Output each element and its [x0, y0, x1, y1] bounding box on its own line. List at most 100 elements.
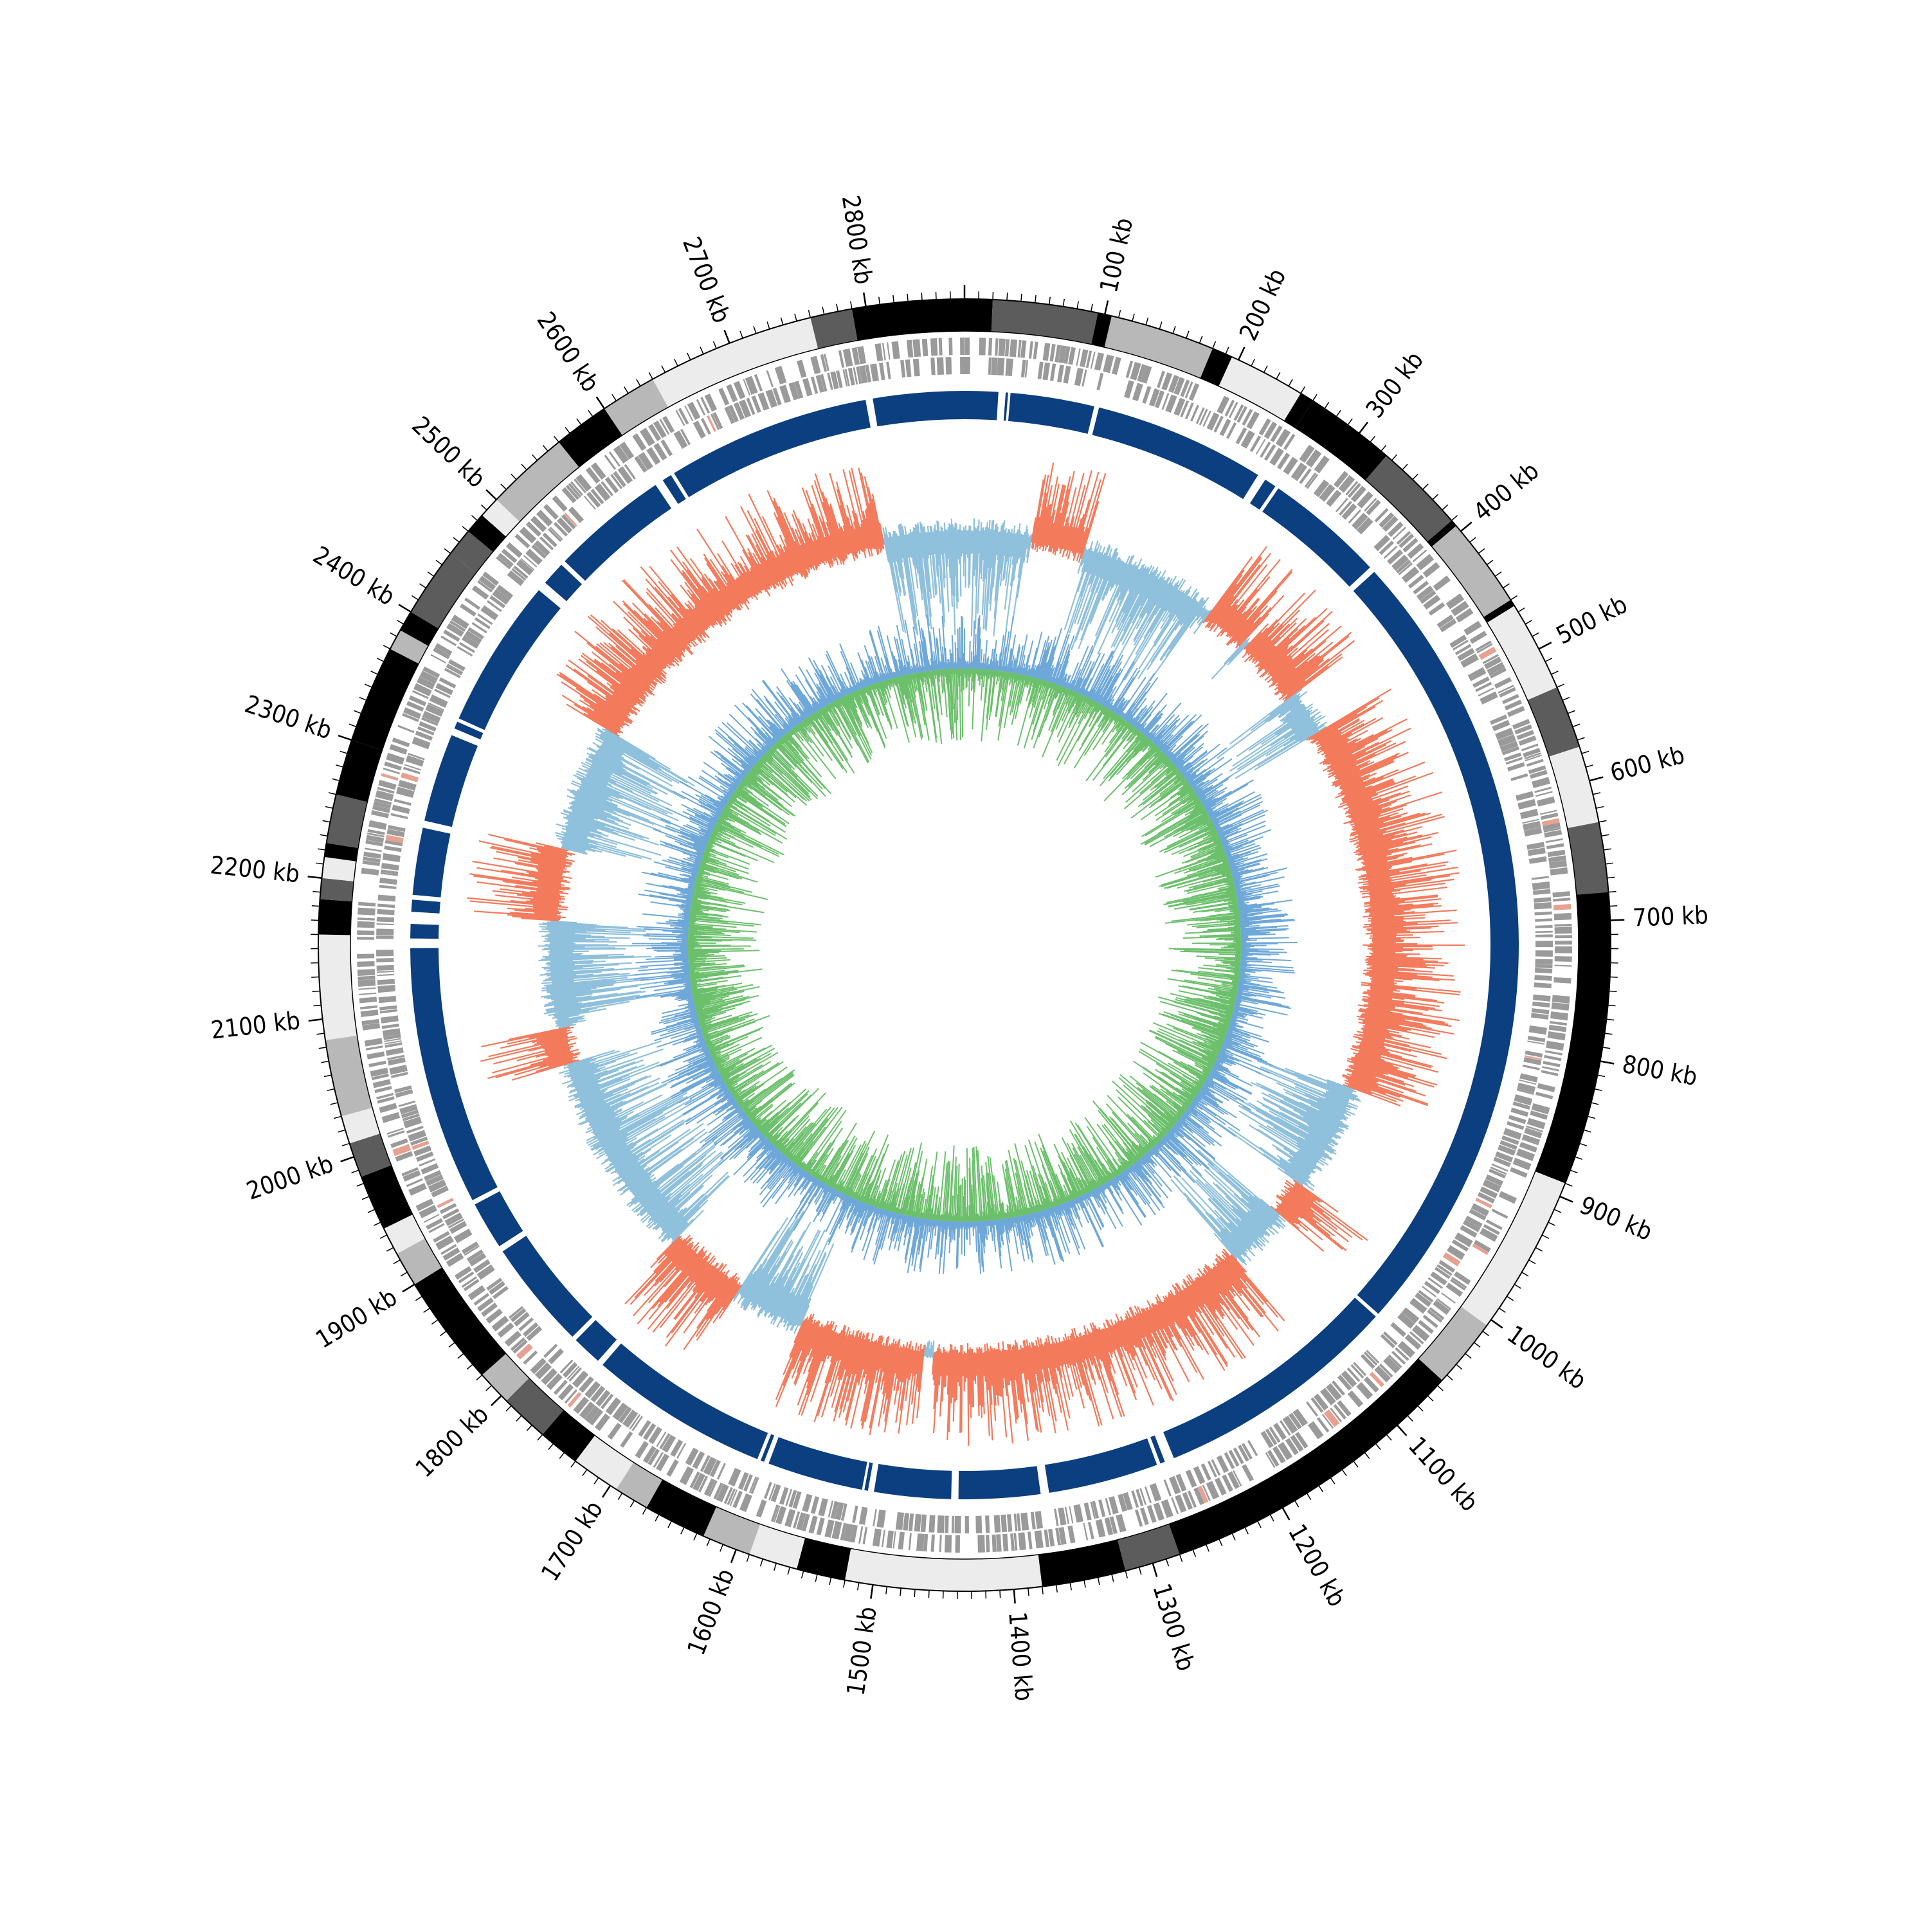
minor-tick — [397, 620, 403, 624]
core-segment — [412, 899, 440, 913]
gene-segment — [960, 338, 964, 355]
minor-tick — [1173, 326, 1175, 333]
gene-segment — [403, 767, 421, 775]
major-tick — [1560, 1196, 1573, 1202]
minor-tick — [851, 302, 852, 309]
minor-tick — [1276, 372, 1280, 379]
minor-tick — [559, 1452, 564, 1458]
outer-hist-bar — [959, 1352, 960, 1386]
gene-segment — [1532, 876, 1549, 880]
tick-ring — [308, 285, 1625, 1603]
inner-hist-bar-out — [1123, 673, 1154, 718]
gene-segment — [1529, 1025, 1547, 1035]
gene-segment — [817, 1517, 825, 1535]
minor-tick — [1503, 584, 1510, 588]
gene-segment — [1348, 1391, 1363, 1407]
minor-tick — [921, 293, 922, 300]
minor-tick — [822, 307, 824, 314]
gene-segment — [1010, 339, 1017, 357]
outer-hist-bar — [1373, 952, 1395, 953]
gene-segment — [960, 357, 966, 374]
gene-segment — [1555, 946, 1572, 953]
minor-tick — [1091, 304, 1092, 312]
gene-segment — [376, 935, 394, 939]
gene-segment — [988, 338, 992, 356]
core-segment — [458, 590, 560, 730]
gene-segment — [357, 930, 374, 935]
minor-tick — [1348, 419, 1352, 425]
gene-segment — [358, 908, 376, 916]
minor-tick — [532, 455, 538, 460]
minor-tick — [754, 326, 756, 333]
tick-label: 100 kb — [1094, 215, 1138, 295]
gene-segment — [368, 820, 386, 830]
minor-tick — [543, 446, 548, 451]
minor-tick — [476, 1375, 482, 1380]
minor-tick — [1518, 608, 1525, 612]
gene-segment — [379, 1103, 397, 1113]
minor-tick — [643, 1508, 647, 1514]
gene-segment — [1020, 1513, 1029, 1531]
core-segment — [959, 1466, 1041, 1499]
minor-tick — [1418, 1405, 1423, 1411]
gene-segment — [886, 362, 891, 379]
inner-hist-bar-out — [1081, 653, 1100, 695]
minor-tick — [424, 1308, 430, 1313]
minor-tick — [1535, 1247, 1543, 1251]
minor-tick — [1465, 1353, 1471, 1359]
minor-tick — [1542, 1235, 1549, 1238]
minor-tick — [1132, 314, 1134, 321]
gene-segment — [1533, 889, 1551, 895]
minor-tick — [357, 1184, 364, 1186]
tick-label: 2600 kb — [532, 307, 605, 397]
inner-hist-bar-in — [1197, 956, 1241, 958]
minor-tick — [858, 1582, 859, 1590]
tick-label: 1000 kb — [1502, 1320, 1591, 1395]
gene-segment — [921, 1515, 927, 1532]
gene-segment — [985, 1515, 990, 1533]
minor-tick — [694, 1533, 697, 1540]
major-tick — [491, 1396, 502, 1405]
gene-segment — [1535, 964, 1552, 968]
gene-segment — [939, 338, 943, 356]
minor-tick — [1307, 1493, 1310, 1499]
gene-segment — [1001, 1515, 1007, 1532]
minor-tick — [624, 387, 628, 393]
minor-tick — [675, 359, 678, 366]
outer-hist-bar — [976, 1353, 977, 1376]
gene-segment — [931, 1535, 935, 1552]
gene-segment — [996, 1534, 1002, 1551]
core-segment — [410, 948, 498, 1200]
band-segment — [1366, 456, 1452, 542]
minor-tick — [1554, 1209, 1561, 1213]
major-tick — [1539, 642, 1552, 649]
gene-segment — [1002, 1534, 1008, 1551]
minor-tick — [1295, 1501, 1299, 1507]
major-tick — [725, 330, 730, 343]
minor-tick — [1007, 293, 1008, 300]
minor-tick — [1591, 1103, 1599, 1105]
gene-segment — [991, 357, 997, 375]
gene-segment — [367, 1051, 385, 1059]
minor-tick — [501, 484, 507, 489]
gene-segment — [377, 917, 394, 923]
band-segment — [1218, 357, 1301, 420]
gene-segment — [756, 1499, 767, 1517]
minor-tick — [428, 572, 434, 576]
minor-tick — [1375, 1443, 1381, 1449]
gene-segment — [377, 974, 394, 976]
gene-segment — [1035, 1530, 1044, 1548]
inner-hist-bar-in — [1086, 723, 1129, 781]
major-tick — [1610, 920, 1624, 921]
core-segment — [1262, 489, 1370, 587]
gene-segment — [1116, 1514, 1127, 1533]
gene-segment — [377, 985, 395, 993]
outer-hist-bar — [1373, 934, 1397, 935]
gene-segment — [377, 909, 394, 915]
minor-tick — [1423, 484, 1429, 489]
inner-hist-bar-in — [1042, 690, 1071, 757]
major-tick — [1105, 301, 1108, 314]
minor-tick — [1354, 1461, 1358, 1468]
tick-label: 2200 kb — [209, 851, 301, 888]
gene-segment — [1534, 902, 1552, 909]
